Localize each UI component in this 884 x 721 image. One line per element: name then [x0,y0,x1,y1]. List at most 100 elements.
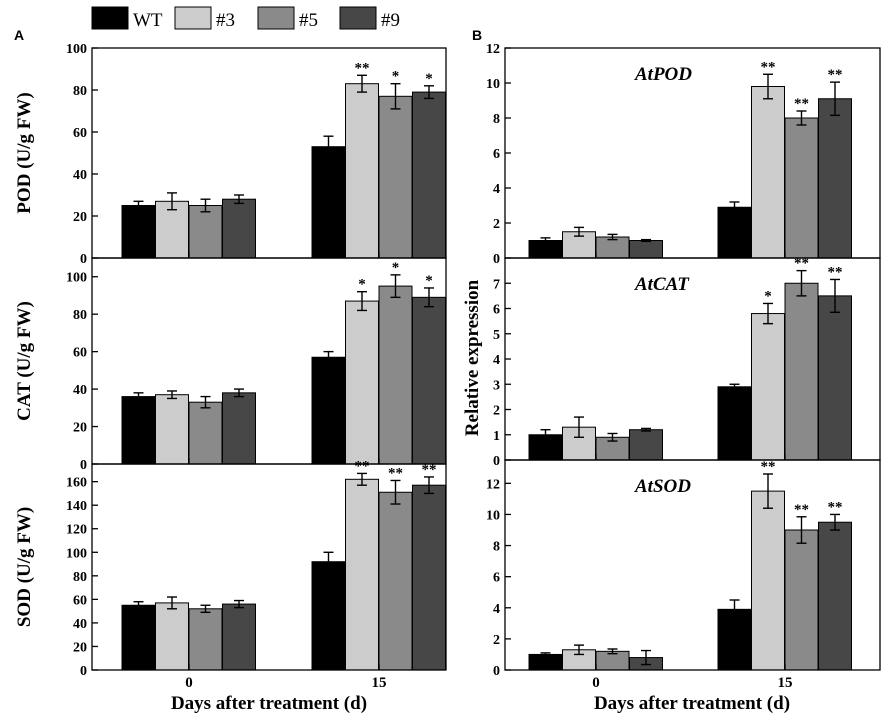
bar-3-day-15 [345,478,379,671]
error-bar-5-day-15 [796,110,807,126]
y-tick-label: 8 [493,540,500,555]
legend-label: #3 [216,10,235,31]
error-bar-5-day-15 [796,516,807,544]
y-tick-label: 100 [66,271,87,286]
y-tick-label: 20 [73,640,87,655]
y-tick-label: 0 [493,664,500,679]
y-tick-label: 6 [493,303,500,318]
error-bar-5-day-0 [607,432,618,442]
error-bar-3-day-15 [357,74,367,93]
y-tick-label: 140 [66,499,87,514]
bar-9-day-15 [818,98,852,259]
legend-swatch [91,6,129,30]
bar-5-day-15 [784,529,819,671]
error-bar-3-day-15 [763,473,773,509]
y-tick-label: 80 [73,308,87,323]
y-tick-label: 160 [66,476,87,491]
error-bar-3-day-0 [574,416,584,438]
error-bar-3-day-0 [574,644,584,656]
significance-marker: ** [794,502,809,518]
y-tick-label: 12 [486,477,500,492]
error-bar-9-day-15 [830,278,840,313]
y-tick-label: 40 [73,168,87,183]
y-tick-label: 5 [493,328,500,343]
y-tick-label: 4 [493,353,500,368]
error-bar-3-day-15 [763,302,773,325]
legend: WT #3 #5 #9 [91,6,400,31]
bar-3-day-0 [155,394,189,465]
bar-9-day-15 [412,296,446,465]
error-bar-5-day-0 [200,604,211,614]
error-bar-5-day-0 [607,233,618,241]
y-tick-label: 2 [493,217,500,232]
legend-label: WT [133,10,163,31]
y-tick-label: 10 [486,77,500,92]
chart-panel-6: ** ** ** 0 2 4 6 8 10 12 0 15 AtSOD [486,459,881,691]
significance-marker: ** [828,67,843,83]
bar-9-day-15 [412,91,446,259]
error-bar-wt-day-15 [729,599,740,620]
plot-frame [504,459,881,671]
bar-9-day-0 [629,429,663,461]
y-tick-label: 6 [493,147,500,162]
chart-panel-4: ** ** ** 0 2 4 6 8 10 12 AtPOD [486,42,881,267]
bar-wt-day-15 [311,561,346,671]
significance-marker: ** [794,96,809,112]
panel-title-atsod: AtSOD [634,476,691,497]
error-bar-9-day-0 [641,238,651,243]
panel-label-b: B [472,27,482,43]
error-bar-9-day-0 [641,649,651,666]
significance-marker: ** [422,462,437,478]
error-bar-wt-day-15 [323,350,334,364]
panel-title-atpod: AtPOD [634,64,692,85]
y-tick-label: 100 [66,42,87,57]
error-bar-wt-day-0 [540,237,551,244]
x-tick-label-day-15: 15 [778,675,793,691]
significance-marker: ** [794,256,809,272]
error-bar-3-day-15 [763,73,773,100]
bar-5-day-15 [784,117,819,259]
bar-9-day-0 [222,198,256,259]
bar-wt-day-15 [717,386,752,461]
error-bar-5-day-15 [390,82,401,110]
bar-3-day-15 [751,490,785,671]
significance-marker: ** [388,465,403,481]
significance-marker: ** [828,264,843,280]
panel-label-a: A [14,27,24,43]
significance-marker: * [425,273,433,289]
error-bar-wt-day-0 [133,392,144,402]
y-tick-label: 2 [493,633,500,648]
error-bar-5-day-0 [607,648,618,655]
bar-5-day-0 [188,608,223,671]
error-bar-3-day-15 [357,291,367,312]
bar-3-day-15 [751,86,785,259]
y-tick-label: 10 [486,508,500,523]
bar-5-day-15 [378,285,413,465]
x-axis-label-a: Days after treatment (d) [171,693,367,714]
bar-9-day-0 [629,240,663,259]
bar-3-day-15 [345,83,379,259]
y-tick-label: 0 [493,454,500,469]
legend-swatch [257,6,295,30]
legend-item-wt: WT [91,6,163,31]
error-bar-9-day-0 [234,599,244,609]
error-bar-3-day-15 [357,472,367,486]
significance-marker: * [425,71,433,87]
chart-panel-3: ** ** ** 0 20 40 60 80 100 120 140 160 0 15 [66,458,447,691]
panel-title-atcat: AtCAT [634,274,690,295]
legend-label: #5 [299,10,318,31]
error-bar-wt-day-15 [323,551,334,572]
y-tick-label: 80 [73,570,87,585]
error-bar-3-day-0 [167,192,177,211]
y-tick-label: 4 [493,602,500,617]
y-tick-label: 0 [80,664,87,679]
error-bar-9-day-15 [424,476,434,495]
error-bar-9-day-15 [830,81,840,117]
error-bar-3-day-0 [167,390,177,400]
y-axis-label-cat: CAT (U/g FW) [14,301,35,421]
bar-9-day-15 [818,521,852,671]
bar-5-day-0 [188,205,223,259]
